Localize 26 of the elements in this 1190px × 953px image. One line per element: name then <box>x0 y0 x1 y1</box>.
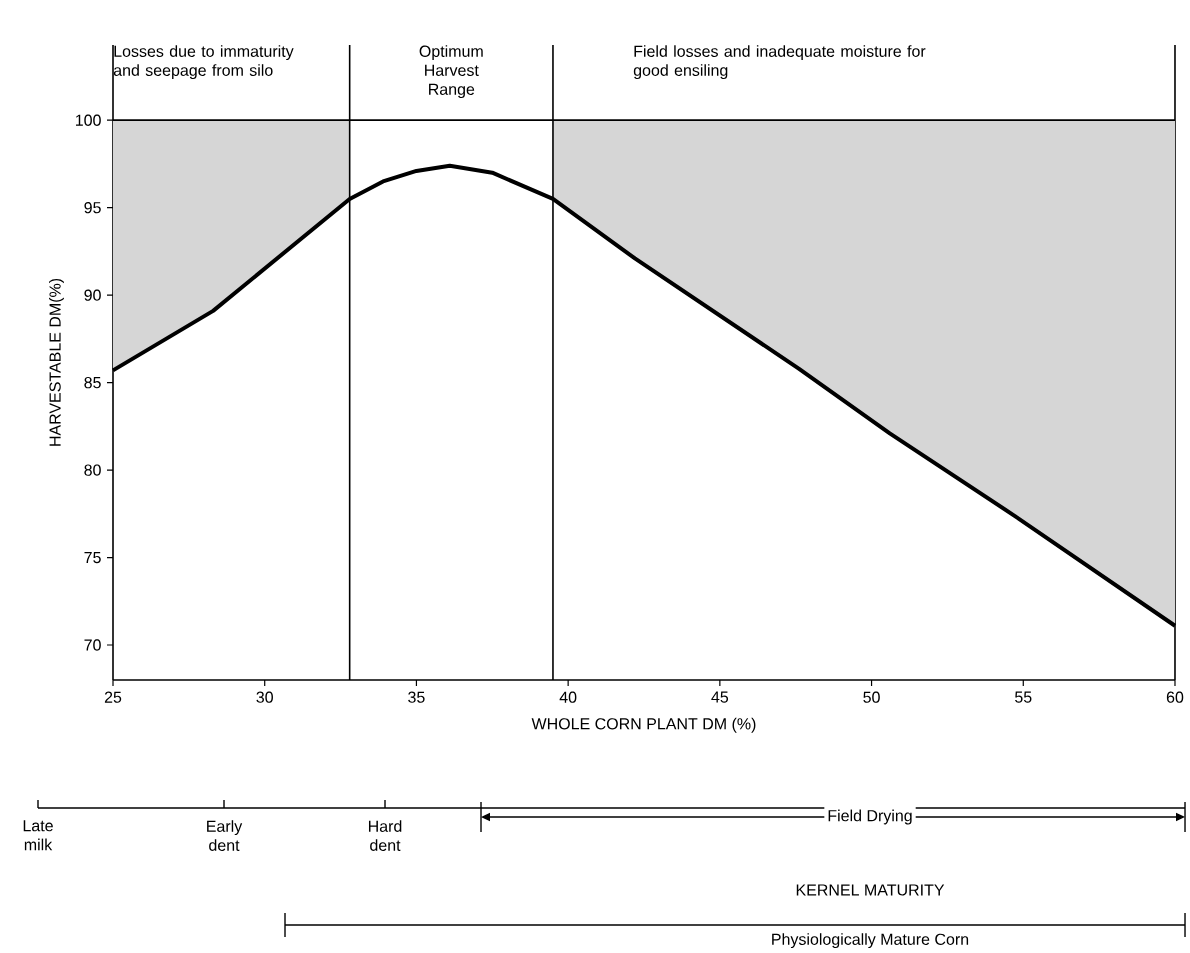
x-tick-label: 50 <box>863 691 880 703</box>
text: Physiologically Mature Corn <box>772 933 969 949</box>
annotation: Optimum Harvest Range <box>419 45 483 99</box>
y-tick-label: 95 <box>84 202 101 214</box>
y-tick-label: 100 <box>76 114 101 126</box>
y-axis-title: HARVESTABLE DM(%) <box>49 278 64 446</box>
y-tick-label: 70 <box>84 639 101 651</box>
x-tick-label: 55 <box>1015 691 1032 703</box>
text: KERNEL MATURITY <box>796 884 945 896</box>
x-tick-label: 40 <box>559 691 577 703</box>
text: Early dent <box>207 820 243 851</box>
x-tick-label: 60 <box>1166 691 1184 703</box>
y-tick-label: 90 <box>84 289 101 301</box>
y-tick-label: 85 <box>84 376 101 389</box>
text: Field Drying <box>828 809 912 825</box>
x-tick-label: 30 <box>256 691 273 703</box>
x-tick-label: 25 <box>104 691 122 703</box>
x-tick-label: 45 <box>711 691 729 703</box>
y-tick-label: 80 <box>84 464 101 476</box>
x-tick-label: 35 <box>408 691 425 703</box>
annotation: Losses due to immaturity and seepage from silo <box>113 45 294 80</box>
annotation: Field losses and inadequate moisture for good ensiling <box>633 45 926 80</box>
x-axis-title: WHOLE CORN PLANT DM (%) <box>531 717 756 733</box>
text: Late milk <box>23 820 53 851</box>
text: Hard dent <box>368 820 402 851</box>
y-tick-label: 75 <box>84 551 101 564</box>
